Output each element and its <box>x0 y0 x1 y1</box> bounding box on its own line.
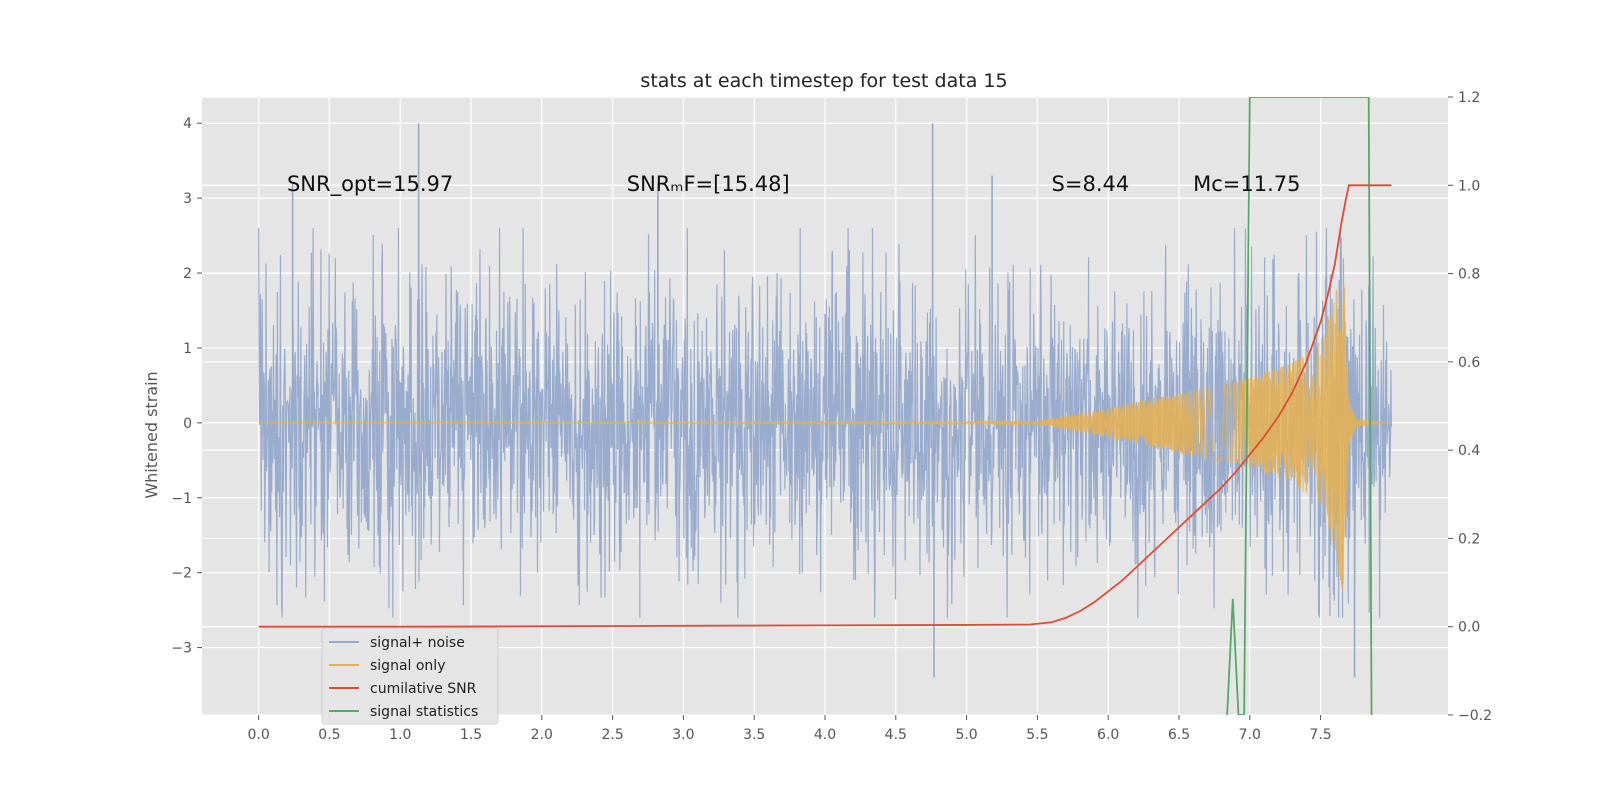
x-tick-label: 4.5 <box>885 727 907 743</box>
y2-tick-label: 1.2 <box>1458 90 1480 106</box>
y2-tick-label: 0.0 <box>1458 620 1480 636</box>
y-tick-label: −3 <box>171 641 192 657</box>
y-tick-label: −2 <box>171 566 192 582</box>
y2-tick-label: 0.2 <box>1458 531 1480 547</box>
x-tick-label: 3.0 <box>672 727 694 743</box>
chart-title: stats at each timestep for test data 15 <box>640 70 1007 92</box>
x-tick-label: 6.5 <box>1168 727 1190 743</box>
x-tick-label: 4.0 <box>814 727 836 743</box>
y-axis-label: Whitened strain <box>142 371 161 498</box>
x-tick-label: 5.0 <box>955 727 977 743</box>
y-tick-label: 2 <box>183 266 192 282</box>
series-signal-noise <box>258 228 1392 618</box>
series-signal-statistics <box>1226 97 1373 715</box>
y-tick-label: 3 <box>183 191 192 207</box>
annotation-snr-opt: SNR_opt=15.97 <box>287 172 453 197</box>
y2-tick-label: 0.8 <box>1458 267 1480 283</box>
y2-tick-label: 0.4 <box>1458 443 1480 459</box>
x-tick-label: 2.0 <box>531 727 553 743</box>
x-tick-label: 1.5 <box>460 727 482 743</box>
y2-tick-label: −0.2 <box>1458 708 1492 724</box>
legend: signal+ noise signal only cumilative SNR si… <box>321 627 499 725</box>
x-tick-label: 3.5 <box>743 727 765 743</box>
legend-box <box>321 627 499 725</box>
x-tick-label: 2.5 <box>601 727 623 743</box>
series-cumilative-snr <box>258 184 1392 628</box>
x-tick-label: 7.5 <box>1309 727 1331 743</box>
x-tick-label: 1.0 <box>389 727 411 743</box>
legend-label: cumilative SNR <box>370 681 477 697</box>
annotation-mc-value: Mᴄ=11.75 <box>1193 172 1300 196</box>
y-tick-label: 0 <box>183 416 192 432</box>
x-tick-label: 6.0 <box>1097 727 1119 743</box>
x-tick-label: 7.0 <box>1239 727 1261 743</box>
annotation-snr-mf: SNRₘF=[15.48] <box>627 172 790 196</box>
legend-label: signal only <box>370 658 445 674</box>
y-tick-label: 4 <box>183 116 192 132</box>
x-tick-label: 0.0 <box>248 727 270 743</box>
y2-tick-label: 0.6 <box>1458 355 1480 371</box>
annotation-s-value: S=8.44 <box>1052 172 1130 196</box>
legend-label: signal+ noise <box>370 635 465 651</box>
x-tick-label: 5.5 <box>1026 727 1048 743</box>
y2-tick-label: 1.0 <box>1458 178 1480 194</box>
x-tick-label: 0.5 <box>318 727 340 743</box>
series-signal-only <box>258 282 1392 590</box>
legend-label: signal statistics <box>370 704 478 720</box>
y-tick-label: −1 <box>171 491 192 507</box>
y-tick-label: 1 <box>183 341 192 357</box>
